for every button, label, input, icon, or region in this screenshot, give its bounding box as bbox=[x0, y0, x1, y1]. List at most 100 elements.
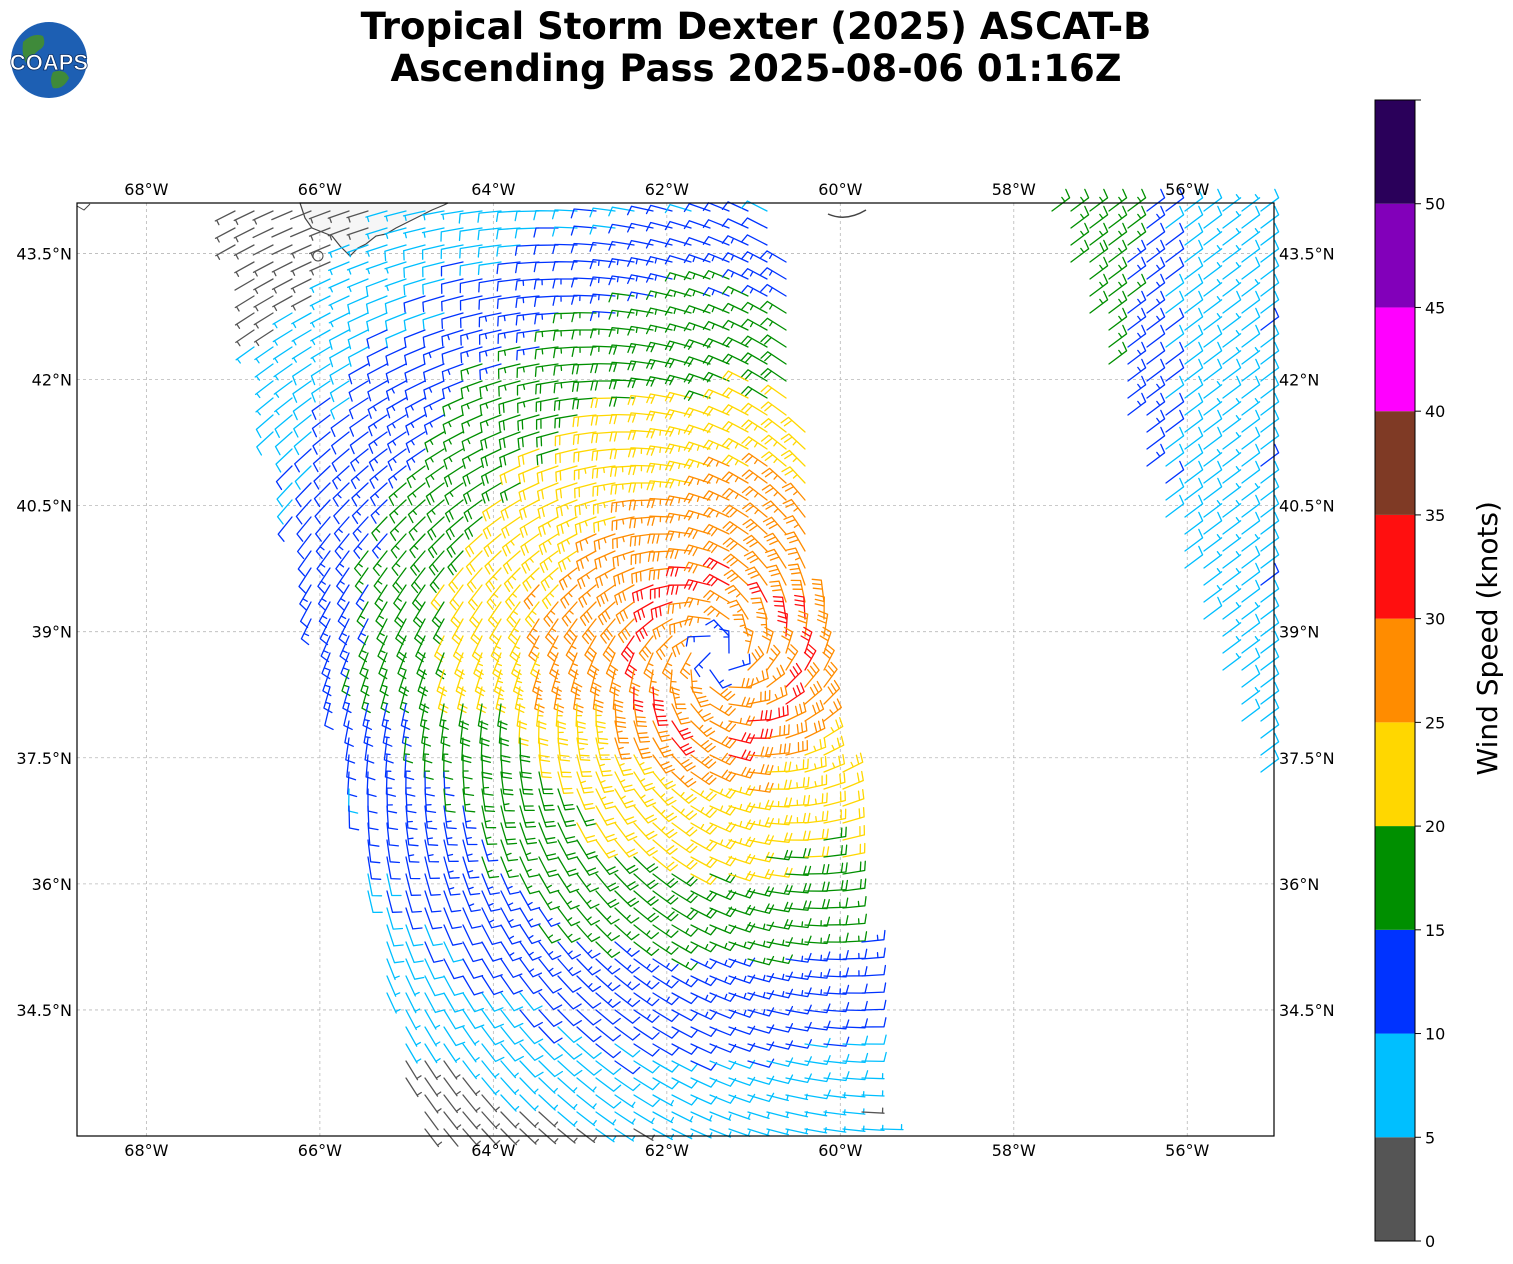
wind-barb bbox=[646, 410, 673, 422]
wind-barb bbox=[460, 380, 483, 399]
wind-barb bbox=[1184, 205, 1204, 229]
wind-barb bbox=[785, 721, 808, 739]
wind-barb bbox=[664, 357, 692, 369]
wind-barb bbox=[683, 322, 711, 332]
wind-barb bbox=[723, 553, 749, 569]
wind-barb bbox=[633, 788, 657, 808]
wind-barb bbox=[842, 983, 868, 994]
wind-barb bbox=[690, 839, 717, 852]
wind-barb bbox=[811, 578, 825, 603]
wind-barb bbox=[545, 618, 559, 645]
wind-barb bbox=[346, 261, 369, 275]
wind-barb bbox=[762, 500, 787, 518]
wind-barb bbox=[1165, 307, 1185, 331]
wind-barb bbox=[519, 1094, 539, 1112]
wind-barb bbox=[728, 749, 756, 762]
wind-barb bbox=[309, 244, 331, 259]
wind-barb bbox=[665, 548, 692, 560]
wind-barb bbox=[690, 941, 718, 953]
wind-barb bbox=[1051, 188, 1071, 212]
wind-barb bbox=[1222, 398, 1242, 416]
wind-barb bbox=[595, 856, 619, 876]
wind-barb bbox=[1203, 381, 1223, 399]
wind-barb bbox=[577, 567, 597, 590]
wind-barb bbox=[214, 227, 236, 243]
wind-barb bbox=[1222, 432, 1242, 450]
wind-barb bbox=[1070, 239, 1090, 263]
wind-barb bbox=[389, 499, 407, 524]
wind-barb bbox=[367, 856, 382, 880]
wind-barb bbox=[403, 312, 426, 331]
wind-barb bbox=[633, 805, 657, 824]
wind-barb bbox=[443, 1060, 461, 1080]
wind-barb bbox=[594, 550, 616, 570]
wind-barb bbox=[880, 1123, 904, 1131]
wind-barb bbox=[311, 397, 331, 420]
wind-barb bbox=[761, 484, 787, 501]
wind-barb bbox=[709, 805, 737, 816]
wind-barb bbox=[501, 516, 521, 539]
wind-barb bbox=[309, 312, 331, 328]
wind-barb bbox=[500, 992, 524, 1012]
wind-barb bbox=[481, 1111, 501, 1130]
wind-barb bbox=[478, 312, 502, 328]
wind-barb bbox=[519, 924, 542, 945]
wind-barb bbox=[509, 635, 521, 663]
wind-barb bbox=[804, 1020, 831, 1031]
wind-barb bbox=[1241, 358, 1261, 382]
wind-barb bbox=[330, 414, 350, 438]
wind-barb bbox=[254, 346, 274, 364]
wind-barb bbox=[627, 308, 654, 319]
wind-barb bbox=[481, 1060, 500, 1079]
wind-barb bbox=[766, 832, 793, 843]
wind-barb bbox=[683, 254, 711, 264]
wind-barb bbox=[1222, 619, 1242, 637]
wind-barb bbox=[760, 267, 787, 280]
wind-barb bbox=[1241, 443, 1261, 467]
wind-barb bbox=[1241, 698, 1261, 722]
wind-barb bbox=[538, 822, 558, 845]
wind-barb bbox=[336, 567, 350, 594]
wind-barb bbox=[614, 584, 635, 606]
wind-barb bbox=[462, 1111, 481, 1130]
wind-barb bbox=[406, 448, 426, 471]
wind-barb bbox=[385, 771, 397, 797]
wind-barb bbox=[1203, 358, 1223, 382]
wind-barb bbox=[405, 1009, 421, 1031]
wind-barb bbox=[462, 958, 484, 979]
wind-barb bbox=[842, 966, 868, 977]
wind-barb bbox=[576, 822, 598, 843]
wind-barb bbox=[1165, 188, 1185, 212]
wind-barb bbox=[614, 924, 640, 941]
wind-barb bbox=[703, 605, 730, 620]
wind-barb bbox=[515, 295, 540, 309]
wind-barb bbox=[633, 822, 658, 840]
wind-barb bbox=[652, 839, 678, 855]
wind-barb bbox=[740, 284, 768, 297]
wind-barb bbox=[481, 754, 493, 780]
wind-barb bbox=[274, 431, 293, 456]
wind-barb bbox=[296, 516, 312, 542]
wind-barb bbox=[683, 527, 711, 540]
wind-barb bbox=[487, 601, 502, 628]
wind-barb bbox=[823, 790, 846, 807]
wind-barb bbox=[1165, 409, 1185, 433]
wind-barb bbox=[764, 548, 787, 569]
wind-barb bbox=[346, 754, 357, 781]
wind-barb bbox=[419, 703, 430, 730]
wind-barb bbox=[721, 235, 749, 246]
wind-barb bbox=[481, 822, 498, 845]
wind-barb bbox=[650, 601, 673, 620]
wind-barb bbox=[328, 312, 350, 328]
wind-barb bbox=[683, 441, 711, 453]
wind-barb bbox=[538, 1094, 559, 1111]
wind-barb bbox=[309, 295, 331, 311]
wind-barb bbox=[785, 1039, 812, 1049]
wind-barb bbox=[411, 584, 426, 611]
wind-barb bbox=[1070, 205, 1090, 229]
wind-barb bbox=[690, 754, 717, 769]
wind-barb bbox=[760, 384, 787, 399]
wind-barb bbox=[722, 537, 749, 552]
colorbar-bin bbox=[1375, 307, 1415, 412]
wind-barb bbox=[690, 856, 718, 869]
